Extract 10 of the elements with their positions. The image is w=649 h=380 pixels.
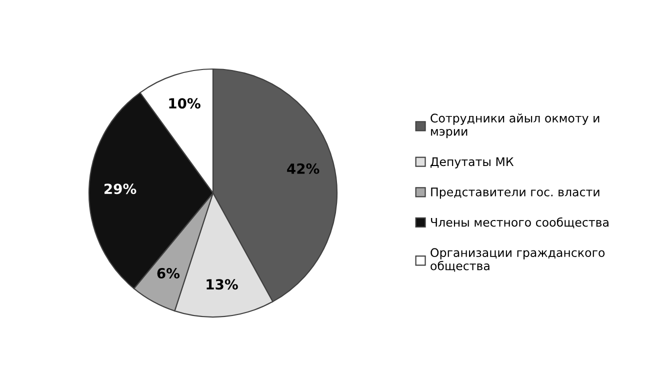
legend-label: Организации гражданского общества: [430, 248, 605, 272]
data-label: 13%: [206, 279, 238, 290]
legend-label: Сотрудники айыл окмоту и мэрии: [430, 113, 600, 138]
legend-label: Члены местного сообщества: [431, 217, 608, 228]
legend-label: Депутаты МК: [430, 157, 514, 168]
data-label: 10%: [169, 98, 200, 109]
data-label: 29%: [104, 184, 136, 194]
data-label: 6%: [157, 268, 180, 279]
data-label: 42%: [287, 163, 320, 174]
legend-label: Представители гос. власти: [431, 188, 600, 199]
